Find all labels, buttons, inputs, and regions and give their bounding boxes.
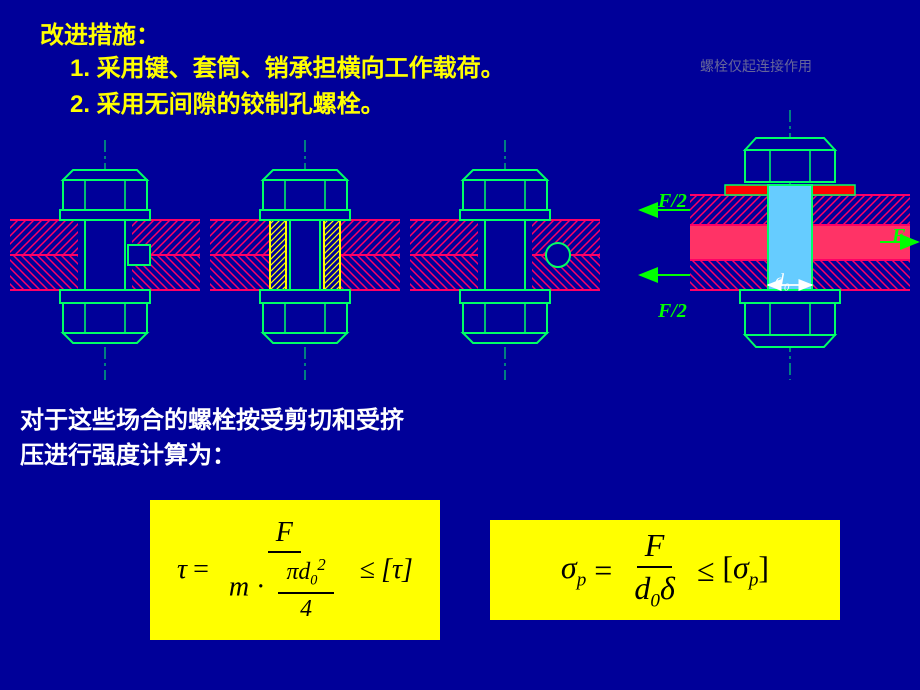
shear-allow: [τ] [381, 554, 413, 586]
body-line-1: 对于这些场合的螺栓按受剪切和受挤 [20, 400, 404, 435]
force-label-right: F [892, 225, 905, 248]
formula-shear: τ = F m · πd02 4 ≤ [τ] [150, 500, 440, 640]
bolt-diagram-reamed [630, 110, 920, 380]
shear-den: m · πd02 4 [221, 553, 348, 623]
title: 改进措施： [40, 15, 160, 50]
list-item-2: 2. 采用无间隙的铰制孔螺栓。 [70, 84, 385, 119]
diagram-row [10, 140, 910, 380]
bolt-diagram-key [10, 140, 200, 380]
bearing-den: d0δ [626, 568, 682, 612]
shear-fraction: F m · πd02 4 [221, 517, 348, 623]
body-line-2: 压进行强度计算为： [20, 435, 236, 470]
bearing-fraction: F d0δ [626, 527, 682, 612]
list-item-1: 1. 采用键、套筒、销承担横向工作载荷。 [70, 48, 505, 83]
bolt-diagram-pin [410, 140, 600, 380]
shear-lhs: τ [177, 554, 187, 586]
side-note: 螺栓仅起连接作用 [700, 56, 812, 76]
slide-root: 改进措施： 1. 采用键、套筒、销承担横向工作载荷。 螺栓仅起连接作用 2. 采… [0, 0, 920, 690]
bearing-num: F [637, 527, 673, 568]
d0-dimension-label: d0 [775, 270, 789, 294]
bearing-allow: [σp] [722, 549, 769, 591]
bearing-lhs: σp [561, 549, 586, 591]
formula-bearing: σp = F d0δ ≤ [σp] [490, 520, 840, 620]
bolt-diagram-sleeve [210, 140, 400, 380]
force-label-bottom: F/2 [658, 300, 687, 323]
force-label-top: F/2 [658, 190, 687, 213]
shear-num: F [268, 517, 301, 553]
